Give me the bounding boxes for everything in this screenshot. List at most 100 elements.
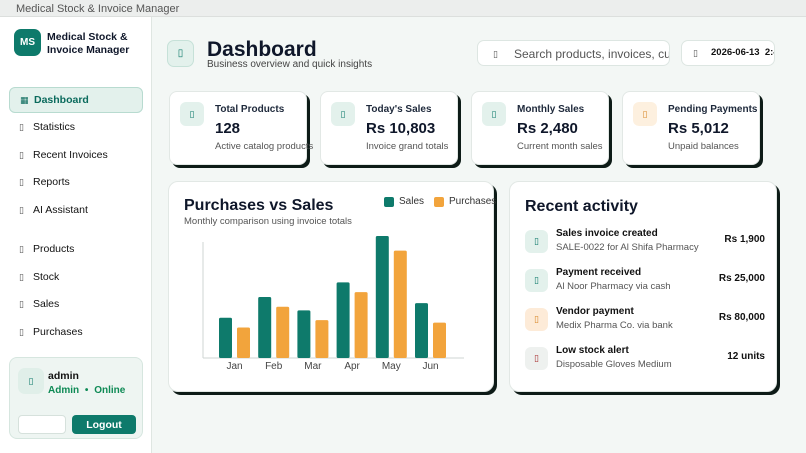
sidebar-item-ai-assistant[interactable]: ▯ AI Assistant bbox=[9, 197, 143, 223]
search-box[interactable]: ▯ Search products, invoices, customers bbox=[477, 40, 670, 66]
brand-name: Medical Stock & Invoice Manager bbox=[47, 31, 130, 56]
stat-value: Rs 2,480 bbox=[517, 120, 578, 137]
assistant-icon: ▯ bbox=[19, 204, 24, 215]
x-tick-label: Jan bbox=[226, 361, 242, 372]
date-time-display: ▯ 2026-06-13 2:46 PM bbox=[681, 40, 775, 66]
search-icon: ▯ bbox=[493, 49, 498, 59]
stock-icon: ▯ bbox=[19, 271, 24, 282]
sidebar-item-recent-invoices[interactable]: ▯ Recent Invoices bbox=[9, 142, 143, 168]
chart-title: Purchases vs Sales bbox=[184, 197, 334, 214]
brand-logo: MS bbox=[14, 29, 41, 56]
products-icon: ▯ bbox=[19, 243, 24, 254]
stat-note: Current month sales bbox=[517, 141, 603, 152]
statistics-icon: ▯ bbox=[19, 121, 24, 132]
x-tick-label: Mar bbox=[304, 361, 322, 372]
current-time: 2:46 PM bbox=[764, 47, 774, 58]
current-date: 2026-06-13 bbox=[711, 47, 760, 58]
stat-label: Total Products bbox=[215, 104, 285, 115]
user-name: admin bbox=[48, 370, 79, 382]
box-icon: ▯ bbox=[180, 102, 204, 126]
sidebar: MS Medical Stock & Invoice Manager ▦ Das… bbox=[0, 17, 152, 453]
recent-activity-card: Recent activity ▯ Sales invoice created … bbox=[509, 181, 777, 392]
stat-note: Unpaid balances bbox=[668, 141, 739, 152]
stat-value: Rs 10,803 bbox=[366, 120, 436, 137]
sidebar-item-label: AI Assistant bbox=[33, 204, 88, 216]
date-time: 2026-06-13 2:46 PM bbox=[711, 47, 774, 58]
window-titlebar: Medical Stock & Invoice Manager bbox=[0, 0, 806, 17]
stat-label: Pending Payments bbox=[668, 104, 758, 115]
cart-icon: ▯ bbox=[331, 102, 355, 126]
chart-subtitle: Monthly comparison using invoice totals bbox=[184, 216, 352, 227]
sidebar-item-dashboard[interactable]: ▦ Dashboard bbox=[9, 87, 143, 113]
legend-item-purchases: Purchases bbox=[434, 196, 496, 207]
bar-sales-apr bbox=[336, 282, 350, 358]
activity-item-subtitle: Disposable Gloves Medium bbox=[556, 359, 672, 370]
stat-label: Today's Sales bbox=[366, 104, 432, 115]
legend-item-sales: Sales bbox=[384, 196, 424, 207]
sidebar-item-label: Statistics bbox=[33, 121, 76, 133]
user-role: Admin bbox=[48, 385, 80, 396]
activity-item-title: Payment received bbox=[556, 267, 642, 278]
sidebar-item-statistics[interactable]: ▯ Statistics bbox=[9, 114, 143, 140]
sidebar-item-label: Dashboard bbox=[34, 94, 89, 106]
sidebar-item-products[interactable]: ▯ Products bbox=[9, 236, 143, 262]
sidebar-item-label: Sales bbox=[33, 298, 60, 310]
activity-item-title: Low stock alert bbox=[556, 345, 629, 356]
activity-item-title: Sales invoice created bbox=[556, 228, 658, 239]
bar-sales-may bbox=[375, 236, 389, 358]
activity-item[interactable]: ▯ Vendor payment Medix Pharma Co. via ba… bbox=[525, 306, 765, 336]
status-separator: • bbox=[84, 385, 89, 396]
sidebar-item-sales[interactable]: ▯ Sales bbox=[9, 291, 143, 317]
sidebar-item-reports[interactable]: ▯ Reports bbox=[9, 169, 143, 195]
purchases-vs-sales-chart: Jan Feb Mar Apr May Jun bbox=[202, 236, 464, 372]
stat-note: Invoice grand totals bbox=[366, 141, 449, 152]
alert-icon: ▯ bbox=[525, 347, 548, 370]
reports-icon: ▯ bbox=[19, 176, 24, 187]
vendor-icon: ▯ bbox=[525, 308, 548, 331]
activity-item-title: Vendor payment bbox=[556, 306, 634, 317]
bar-purchases-may bbox=[393, 250, 407, 358]
stat-note: Active catalog products bbox=[215, 141, 314, 152]
invoice-icon: ▯ bbox=[525, 230, 548, 253]
bar-purchases-feb bbox=[276, 306, 290, 358]
logout-button[interactable]: Logout bbox=[72, 415, 136, 434]
sidebar-item-label: Recent Invoices bbox=[33, 149, 108, 161]
calendar-icon: ▯ bbox=[482, 102, 506, 126]
stat-value: Rs 5,012 bbox=[668, 120, 729, 137]
stat-value: 128 bbox=[215, 120, 241, 137]
bar-purchases-jan bbox=[237, 327, 250, 358]
window-title: Medical Stock & Invoice Manager bbox=[16, 3, 180, 15]
bar-purchases-mar bbox=[315, 320, 329, 358]
page-subtitle: Business overview and quick insights bbox=[207, 59, 373, 70]
bar-sales-jan bbox=[219, 317, 232, 358]
sidebar-item-label: Products bbox=[33, 243, 75, 255]
calendar-icon: ▯ bbox=[693, 48, 698, 58]
stat-card-todays-sales: ▯ Today's Sales Rs 10,803 Invoice grand … bbox=[320, 91, 458, 165]
profile-button[interactable] bbox=[18, 415, 66, 434]
bar-sales-feb bbox=[258, 297, 272, 358]
activity-item-amount: Rs 1,900 bbox=[724, 234, 765, 245]
activity-item[interactable]: ▯ Payment received Al Noor Pharmacy via … bbox=[525, 267, 765, 297]
sidebar-item-purchases[interactable]: ▯ Purchases bbox=[9, 319, 143, 345]
purchases-icon: ▯ bbox=[19, 326, 24, 337]
activity-title: Recent activity bbox=[525, 198, 638, 215]
legend-label-sales: Sales bbox=[399, 196, 425, 207]
x-tick-label: Jun bbox=[422, 361, 438, 372]
activity-item[interactable]: ▯ Sales invoice created SALE-0022 for Al… bbox=[525, 228, 765, 258]
user-role-status: Admin • Online bbox=[48, 385, 125, 396]
activity-item-amount: 12 units bbox=[727, 351, 765, 362]
legend-swatch-sales bbox=[384, 196, 394, 207]
search-input[interactable]: Search products, invoices, customers bbox=[514, 47, 670, 61]
chart-legend: Sales Purchases bbox=[384, 196, 506, 207]
x-tick-label: Apr bbox=[344, 361, 360, 372]
bar-purchases-jun bbox=[433, 322, 446, 358]
activity-item[interactable]: ▯ Low stock alert Disposable Gloves Medi… bbox=[525, 345, 765, 375]
bar-sales-jun bbox=[415, 303, 428, 358]
sidebar-item-stock[interactable]: ▯ Stock bbox=[9, 264, 143, 290]
page-title: Dashboard bbox=[207, 38, 317, 61]
sales-icon: ▯ bbox=[19, 298, 24, 309]
activity-item-subtitle: Al Noor Pharmacy via cash bbox=[556, 281, 671, 292]
invoice-icon: ▯ bbox=[19, 149, 24, 160]
activity-item-subtitle: Medix Pharma Co. via bank bbox=[556, 320, 673, 331]
dashboard-icon: ▯ bbox=[167, 40, 194, 67]
